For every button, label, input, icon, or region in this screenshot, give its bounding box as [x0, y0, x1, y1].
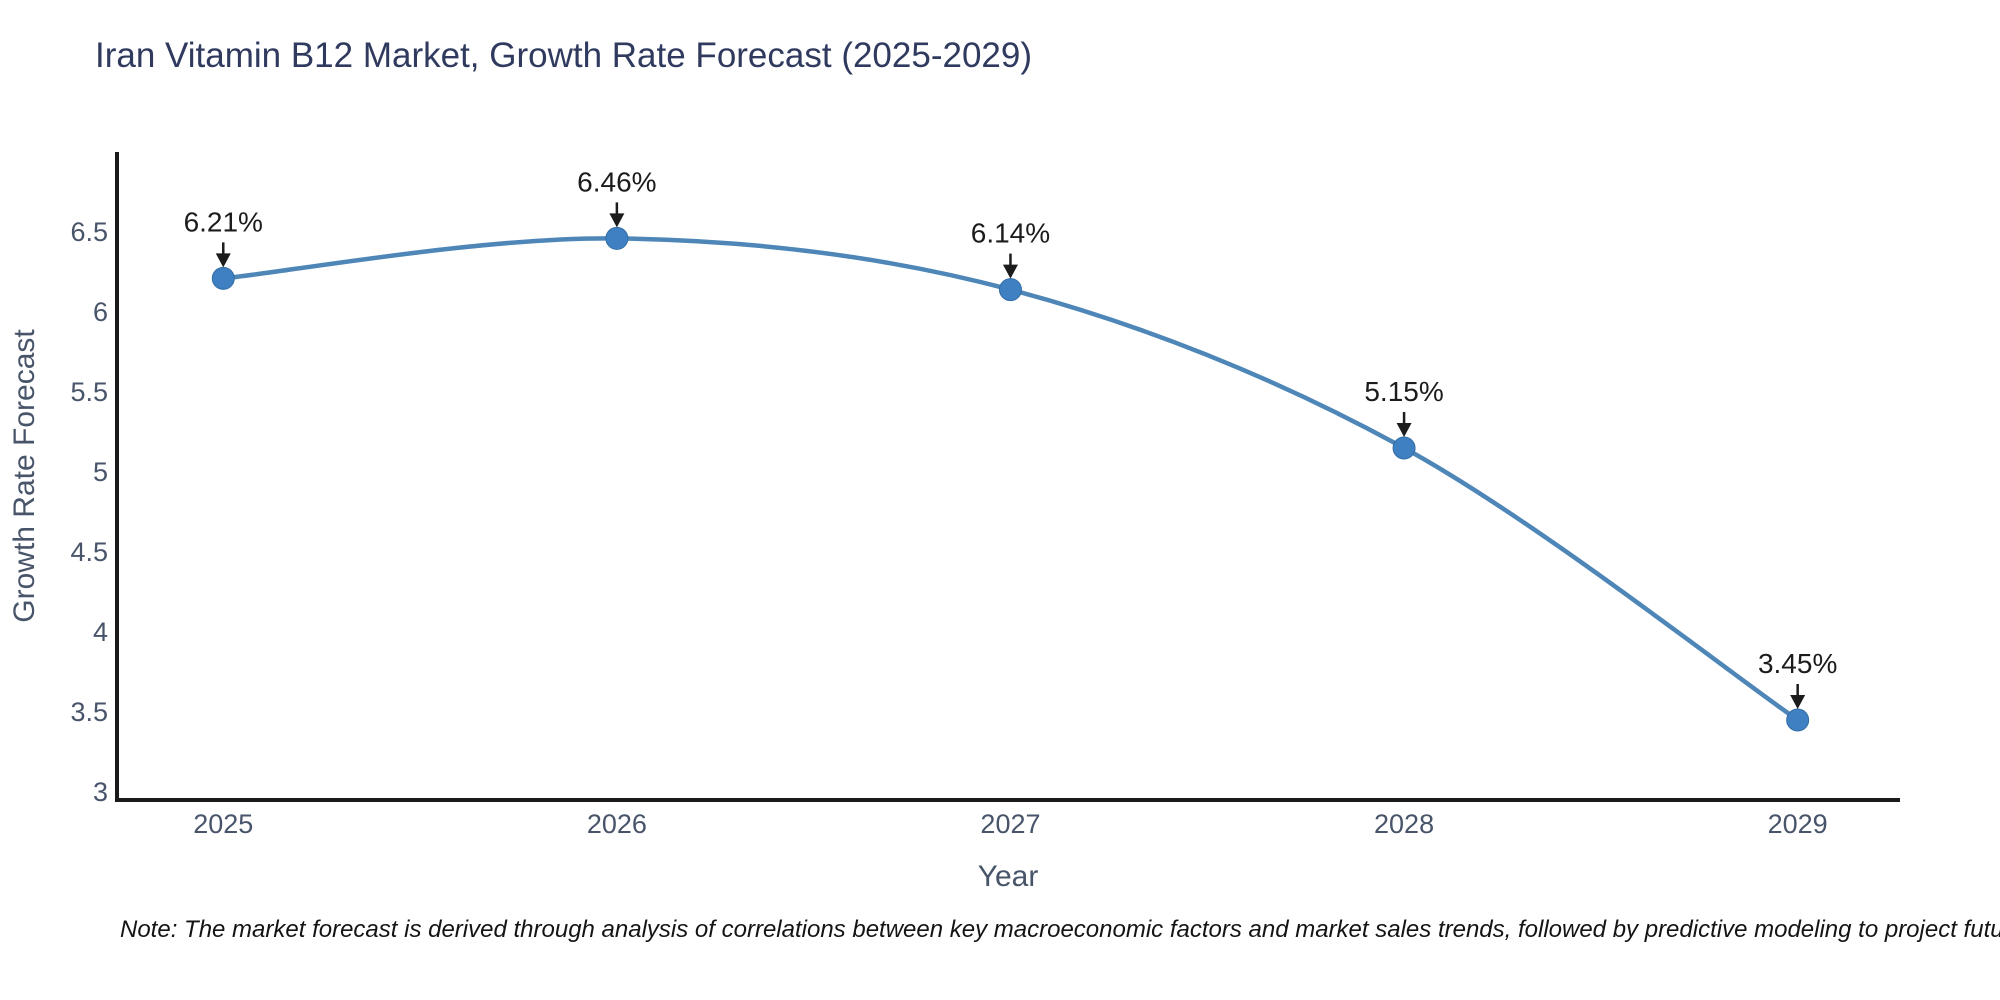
data-point-2029[interactable] [1786, 708, 1810, 732]
y-axis-tick-labels: 3 3.5 4 4.5 5 5.5 6 6.5 [70, 217, 108, 807]
x-tick-label: 2029 [1768, 809, 1828, 839]
annotation-label: 6.21% [184, 206, 263, 237]
y-tick-label: 4 [93, 617, 108, 647]
y-tick-label: 6.5 [70, 217, 108, 247]
data-point-2026[interactable] [605, 226, 629, 250]
y-tick-label: 3.5 [70, 697, 108, 727]
x-tick-label: 2026 [587, 809, 647, 839]
data-point-2028[interactable] [1392, 436, 1416, 460]
annotation-2025: 6.21% [184, 206, 263, 268]
annotation-label: 6.14% [971, 218, 1050, 249]
x-tick-label: 2025 [193, 809, 253, 839]
y-tick-label: 5 [93, 457, 108, 487]
annotation-label: 6.46% [577, 166, 656, 197]
annotation-arrowhead [1396, 423, 1412, 437]
x-axis-tick-labels: 2025 2026 2027 2028 2029 [193, 809, 1827, 839]
chart-title: Iran Vitamin B12 Market, Growth Rate For… [95, 36, 1033, 75]
y-axis-title: Growth Rate Forecast [8, 329, 41, 623]
annotation-arrowhead [1790, 695, 1806, 709]
y-tick-label: 6 [93, 297, 108, 327]
note-text: Note: The market forecast is derived thr… [120, 916, 2000, 943]
axis-lines [115, 152, 1900, 802]
y-tick-label: 4.5 [70, 537, 108, 567]
annotation-2029: 3.45% [1758, 648, 1837, 709]
annotation-2027: 6.14% [971, 218, 1050, 279]
y-tick-label: 5.5 [70, 377, 108, 407]
data-point-2027[interactable] [998, 278, 1022, 302]
x-tick-label: 2028 [1374, 809, 1434, 839]
annotation-2028: 5.15% [1364, 376, 1444, 437]
x-axis-title: Year [978, 860, 1039, 893]
point-annotations: 6.21% 6.46% 6.14% 5.15% 3.45% [184, 166, 1837, 709]
y-tick-label: 3 [93, 777, 108, 807]
annotation-label: 3.45% [1758, 648, 1837, 679]
plot-area[interactable] [117, 152, 1900, 800]
x-tick-label: 2027 [980, 809, 1040, 839]
annotation-2026: 6.46% [577, 166, 657, 228]
annotation-label: 5.15% [1364, 376, 1443, 407]
annotation-arrowhead [1002, 264, 1018, 279]
data-point-2025[interactable] [211, 266, 235, 290]
annotation-arrowhead [609, 213, 625, 228]
data-points [211, 226, 1810, 732]
annotation-arrowhead [215, 253, 231, 268]
